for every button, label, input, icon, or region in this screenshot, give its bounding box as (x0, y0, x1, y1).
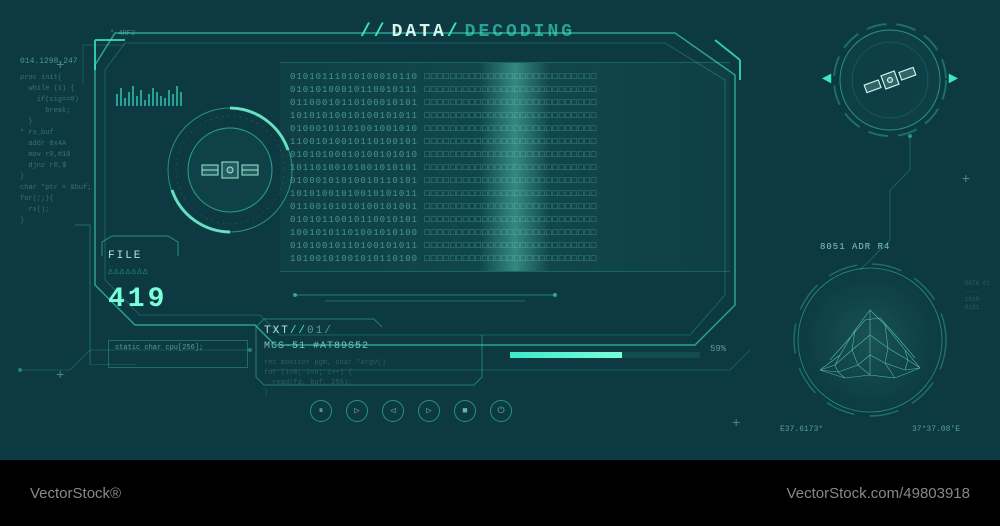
file-triangles: △△△△△△△ (108, 266, 208, 276)
media-controls: ⏸ ▷ ◁ ▷ ■ ⏻ (310, 400, 512, 422)
terrain-side-data: DATA 01 ---- 1010 0101 (965, 280, 990, 312)
satellite-hud (160, 100, 300, 240)
title-main: DATA (392, 22, 447, 42)
title-sub: DECODING (465, 22, 575, 42)
power-button[interactable]: ⏻ (490, 400, 512, 422)
footer-brand: VectorStock® (30, 485, 121, 502)
footer-id: VectorStock.com/49803918 (787, 485, 970, 502)
file-number: 419 (108, 284, 208, 315)
terrain-label: 8051 ADR R4 (820, 242, 890, 252)
terrain-widget[interactable]: 8051 ADR R4 DATA 01 ---- 1010 0101 (790, 260, 950, 420)
stop-button[interactable]: ■ (454, 400, 476, 422)
pause-button[interactable]: ⏸ (310, 400, 332, 422)
coord-right: 37°37.08'E (912, 425, 960, 434)
binary-data-panel: 01010111010100010110 □□□□□□□□□□□□□□□□□□□… (280, 62, 730, 272)
nav-left-icon[interactable]: ◄ (822, 70, 832, 88)
prev-button[interactable]: ◁ (382, 400, 404, 422)
cross-icon: + (732, 416, 740, 432)
bottom-circuit (10, 340, 770, 390)
coord-left: E37.6173° (780, 425, 823, 434)
title-sep: / (447, 22, 461, 42)
scan-glow (480, 63, 550, 271)
satellite-widget[interactable]: ◄ ► (830, 20, 950, 140)
title-slash: // (360, 22, 388, 42)
nav-right-icon[interactable]: ► (948, 70, 958, 88)
play-button[interactable]: ▷ (346, 400, 368, 422)
footer: VectorStock® VectorStock.com/49803918 (0, 460, 1000, 526)
file-panel: FILE △△△△△△△ 419 (108, 250, 208, 330)
title-bar: //DATA/DECODING (360, 22, 575, 42)
file-frame (100, 234, 200, 258)
next-button[interactable]: ▷ (418, 400, 440, 422)
